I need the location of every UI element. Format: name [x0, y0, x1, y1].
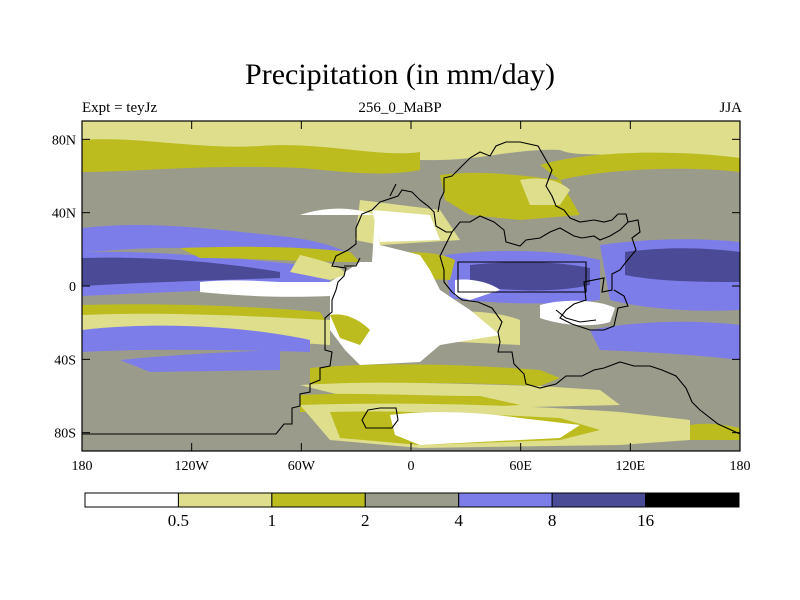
contour-region	[200, 208, 500, 365]
y-tick-label: 40S	[54, 353, 76, 368]
x-tick-label: 180	[72, 459, 93, 474]
x-tick-label: 60W	[288, 459, 316, 474]
x-tick-label: 60E	[509, 459, 532, 474]
colorbar-bin	[458, 492, 553, 508]
colorbar-level-label: 16	[637, 511, 654, 530]
contour-region	[560, 163, 740, 230]
colorbar-level-label: 1	[268, 511, 277, 530]
axis-ticks: 180 120W 60W 0 60E 120E 180 80N 40N 0 40S 80S	[52, 121, 751, 474]
y-tick-label: 80N	[52, 133, 76, 148]
x-tick-label: 120W	[175, 459, 210, 474]
colorbar-level-label: 8	[548, 511, 557, 530]
contour-region	[372, 210, 440, 242]
plot-title: Precipitation (in mm/day)	[245, 58, 555, 91]
contour-region	[82, 139, 420, 174]
x-tick-label: 120E	[616, 459, 646, 474]
contour-region	[390, 412, 580, 445]
coastlines	[82, 141, 741, 435]
contour-region	[82, 304, 325, 320]
colorbar-bin	[364, 492, 460, 508]
colorbar-bin	[84, 492, 179, 508]
experiment-label: Expt = teyJz	[82, 100, 158, 116]
colorbar-level-label: 4	[454, 511, 463, 530]
colorbar-bin	[271, 492, 366, 508]
colorbar-level-label: 2	[361, 511, 370, 530]
time-label: 256_0_MaBP	[358, 100, 442, 116]
contour-region	[470, 262, 590, 291]
contour-fill	[82, 121, 740, 451]
contour-region	[520, 178, 570, 205]
y-tick-label: 80S	[54, 427, 76, 442]
contour-region	[310, 364, 560, 386]
y-tick-label: 40N	[52, 207, 76, 222]
contour-region	[82, 121, 740, 161]
y-tick-label: 0	[69, 280, 76, 295]
colorbar-bin	[645, 492, 740, 508]
contour-region	[540, 152, 740, 180]
contour-region	[590, 321, 740, 360]
contour-region	[330, 314, 370, 345]
contour-region	[82, 325, 310, 352]
contour-region	[455, 279, 500, 300]
season-label: JJA	[719, 100, 742, 116]
colorbar-bin	[551, 492, 647, 508]
x-tick-label: 180	[730, 459, 751, 474]
contour-region	[82, 257, 280, 286]
contour-region	[120, 350, 280, 372]
contour-region	[180, 246, 360, 262]
contour-region	[625, 248, 740, 282]
x-tick-label: 0	[408, 459, 415, 474]
contour-region	[290, 255, 345, 280]
colorbar: 0.5 1 2 4 8 16	[84, 492, 740, 530]
colorbar-bin	[177, 492, 273, 508]
colorbar-level-label: 0.5	[168, 511, 189, 530]
contour-region	[540, 300, 615, 326]
